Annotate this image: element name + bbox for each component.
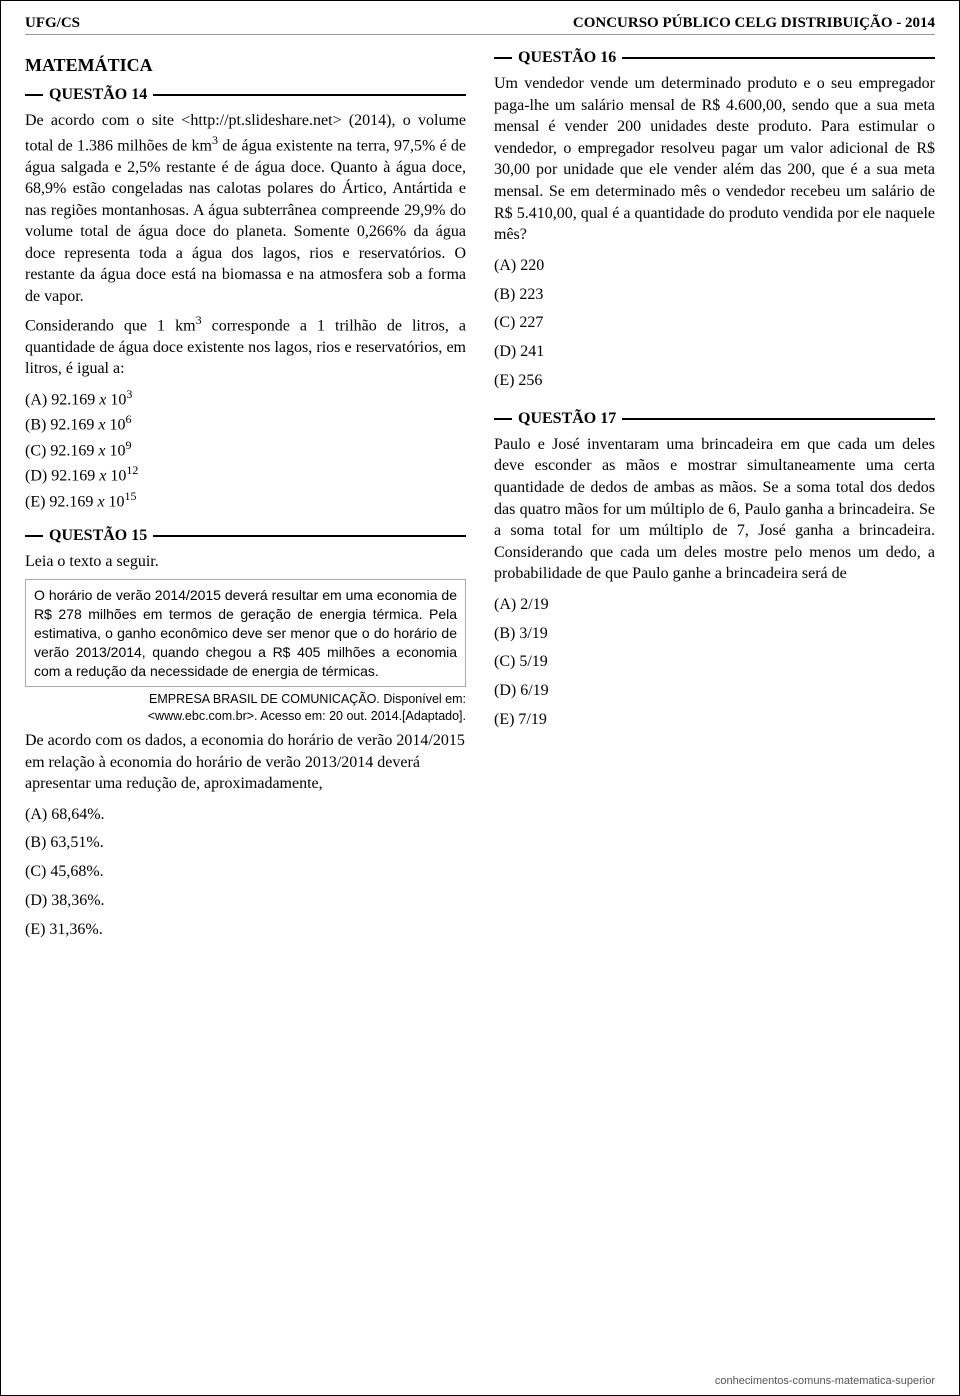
q17-options: (A) 2/19 (B) 3/19 (C) 5/19 (D) 6/19 (E) … [494,591,935,735]
q16-paragraph: Um vendedor vende um determinado produto… [494,73,935,246]
q15-header: QUESTÃO 15 [25,527,466,545]
q17-paragraph: Paulo e José inventaram uma brincadeira … [494,434,935,585]
opt-pre: (B) 92.169 [25,417,98,434]
q14-option-d: (D) 92.169 x 1012 [25,462,466,488]
q17-label: QUESTÃO 17 [518,410,616,428]
header-right: CONCURSO PÚBLICO CELG DISTRIBUIÇÃO - 201… [573,15,935,32]
opt-post: 10 [106,391,126,408]
q14-option-b: (B) 92.169 x 106 [25,411,466,437]
q17-header: QUESTÃO 17 [494,410,935,428]
rule-icon [153,535,466,537]
q17-option-c: (C) 5/19 [494,648,935,677]
rule-icon [25,94,43,96]
opt-exp: 3 [126,387,132,401]
q15-source-2: <www.ebc.com.br>. Acesso em: 20 out. 201… [148,709,466,723]
rule-icon [494,418,512,420]
opt-pre: (E) 92.169 [25,493,97,510]
opt-pre: (C) 92.169 [25,442,98,459]
q15-options: (A) 68,64%. (B) 63,51%. (C) 45,68%. (D) … [25,801,466,945]
q16-option-d: (D) 241 [494,338,935,367]
q14-p2a: Considerando que 1 km [25,317,196,334]
q15-paragraph: De acordo com os dados, a economia do ho… [25,730,466,795]
q16-option-b: (B) 223 [494,281,935,310]
q15-option-a: (A) 68,64%. [25,801,466,830]
opt-x: x [97,493,104,510]
section-title: MATEMÁTICA [25,55,466,76]
q14-option-c: (C) 92.169 x 109 [25,437,466,463]
top-header: UFG/CS CONCURSO PÚBLICO CELG DISTRIBUIÇÃ… [25,15,935,35]
q16-label: QUESTÃO 16 [518,49,616,67]
q14-options: (A) 92.169 x 103 (B) 92.169 x 106 (C) 92… [25,386,466,514]
left-column: MATEMÁTICA QUESTÃO 14 De acordo com o si… [25,49,466,1355]
q14-label: QUESTÃO 14 [49,86,147,104]
opt-exp: 12 [126,463,138,477]
rule-icon [153,94,466,96]
q14-p1b: de água existente na terra, 97,5% é de á… [25,137,466,305]
footer-text: conhecimentos-comuns-matematica-superior [715,1375,935,1387]
q14-paragraph-2: Considerando que 1 km3 corresponde a 1 t… [25,312,466,380]
page-container: UFG/CS CONCURSO PÚBLICO CELG DISTRIBUIÇÃ… [0,0,960,1396]
q15-option-d: (D) 38,36%. [25,887,466,916]
opt-pre: (D) 92.169 [25,468,99,485]
q15-option-b: (B) 63,51%. [25,829,466,858]
rule-icon [622,57,935,59]
opt-pre: (A) 92.169 [25,391,99,408]
q17-option-e: (E) 7/19 [494,706,935,735]
opt-post: 10 [105,493,125,510]
q17-option-a: (A) 2/19 [494,591,935,620]
opt-exp: 6 [125,412,131,426]
q14-option-e: (E) 92.169 x 1015 [25,488,466,514]
rule-icon [494,57,512,59]
q14-header: QUESTÃO 14 [25,86,466,104]
q17-option-d: (D) 6/19 [494,677,935,706]
q15-option-e: (E) 31,36%. [25,916,466,945]
q15-option-c: (C) 45,68%. [25,858,466,887]
q15-lead: Leia o texto a seguir. [25,551,466,573]
q17-option-b: (B) 3/19 [494,620,935,649]
q15-source-1: EMPRESA BRASIL DE COMUNICAÇÃO. Disponíve… [149,692,466,706]
header-left: UFG/CS [25,15,80,32]
q15-label: QUESTÃO 15 [49,527,147,545]
q15-source: EMPRESA BRASIL DE COMUNICAÇÃO. Disponíve… [25,691,466,724]
opt-post: 10 [105,442,125,459]
right-column: QUESTÃO 16 Um vendedor vende um determin… [494,49,935,1355]
opt-post: 10 [106,468,126,485]
q15-quote-box: O horário de verão 2014/2015 deverá resu… [25,579,466,687]
opt-exp: 9 [125,438,131,452]
q16-option-c: (C) 227 [494,309,935,338]
opt-exp: 15 [125,489,137,503]
q16-options: (A) 220 (B) 223 (C) 227 (D) 241 (E) 256 [494,252,935,396]
opt-post: 10 [105,417,125,434]
q16-header: QUESTÃO 16 [494,49,935,67]
q16-option-e: (E) 256 [494,367,935,396]
rule-icon [622,418,935,420]
q14-paragraph-1: De acordo com o site <http://pt.slidesha… [25,110,466,308]
two-column-layout: MATEMÁTICA QUESTÃO 14 De acordo com o si… [25,49,935,1355]
q14-option-a: (A) 92.169 x 103 [25,386,466,412]
rule-icon [25,535,43,537]
q16-option-a: (A) 220 [494,252,935,281]
